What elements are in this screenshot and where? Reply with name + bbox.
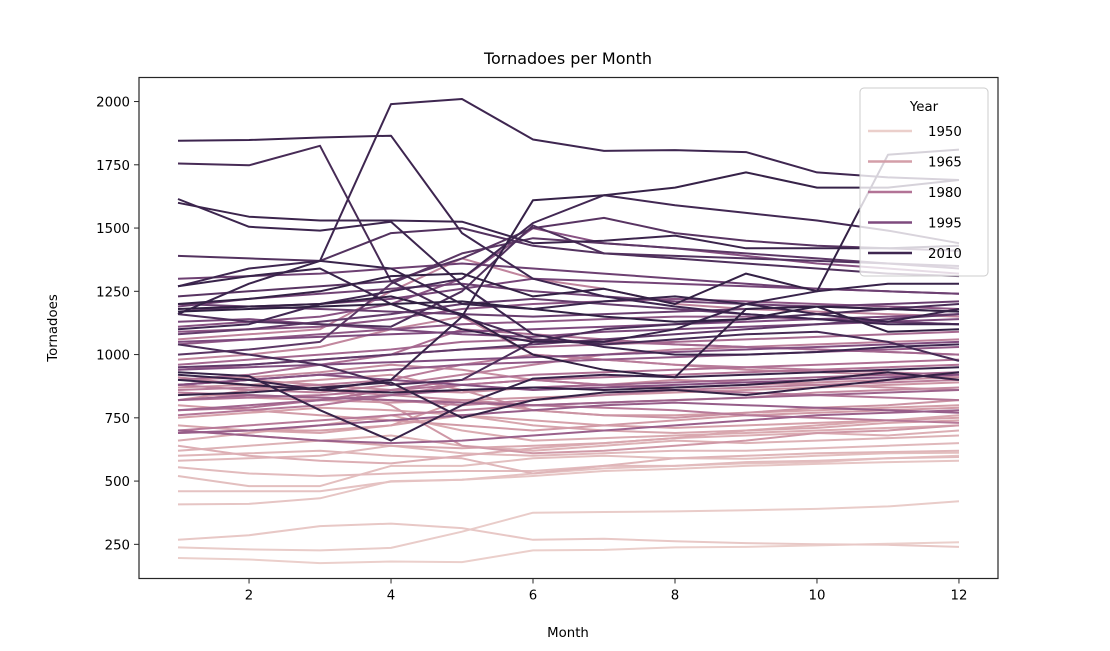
x-axis-label: Month (547, 626, 589, 641)
series-lines (177, 98, 960, 565)
series-line-2014 (177, 259, 960, 323)
series-line-1952 (177, 522, 960, 548)
series-line-1974 (177, 257, 960, 341)
series-line-1975 (177, 338, 960, 394)
series-line-1978 (177, 404, 960, 432)
y-axis-label: Tornadoes (46, 294, 61, 363)
x-axis: 2 4 6 8 10 12 (245, 578, 967, 604)
series-line-2020 (177, 371, 960, 394)
series-line-1986 (177, 389, 960, 407)
legend-label-1965: 1965 (928, 156, 962, 171)
legend-label-1950: 1950 (928, 125, 962, 140)
series-line-1966 (177, 404, 960, 432)
y-tick-label: 1000 (96, 349, 130, 364)
y-tick-label: 750 (105, 412, 130, 427)
series-line-2019 (177, 148, 960, 305)
series-line-1951 (177, 500, 960, 552)
series-line-1985 (177, 371, 960, 412)
series-line-1991 (177, 297, 960, 333)
series-line-1956 (177, 456, 960, 477)
series-line-2007 (177, 303, 960, 386)
series-line-2010 (177, 98, 960, 288)
legend-entries: 1950 1965 1980 1995 2010 (868, 125, 962, 262)
x-tick-label: 2 (245, 589, 253, 604)
series-line-2016 (177, 366, 960, 442)
series-line-2012 (177, 198, 960, 356)
x-tick-label: 4 (387, 589, 395, 604)
chart-title: Tornadoes per Month (483, 49, 652, 68)
y-axis: 250 500 750 1000 1250 1500 1750 2000 (96, 96, 139, 553)
x-tick-label: 10 (809, 589, 826, 604)
series-line-2015 (177, 267, 959, 343)
legend: Year 1950 1965 1980 1995 2010 (859, 87, 989, 277)
legend-label-1995: 1995 (928, 217, 962, 232)
series-line-1964 (177, 406, 960, 429)
x-tick-label: 12 (950, 589, 967, 604)
series-line-2003 (177, 237, 960, 356)
series-line-1955 (177, 451, 960, 488)
y-tick-label: 250 (105, 538, 130, 553)
series-line-1959 (177, 434, 960, 452)
legend-label-2010: 2010 (928, 247, 962, 262)
series-line-1987 (177, 409, 960, 445)
series-line-1980 (177, 363, 960, 402)
series-line-2011 (177, 134, 959, 326)
series-line-1954 (178, 454, 960, 493)
legend-title: Year (909, 100, 939, 115)
y-tick-label: 500 (105, 475, 130, 490)
x-tick-label: 6 (529, 589, 537, 604)
y-tick-label: 1500 (96, 222, 130, 237)
series-line-1957 (177, 442, 960, 462)
series-line-2004 (177, 216, 960, 298)
series-line-1988 (177, 401, 960, 434)
legend-label-1980: 1980 (928, 186, 962, 201)
y-tick-label: 1250 (96, 285, 130, 300)
series-line-1994 (177, 340, 960, 371)
series-line-2005 (177, 227, 960, 267)
series-line-1953 (177, 459, 960, 506)
series-line-1958 (177, 449, 960, 475)
y-tick-label: 1750 (96, 159, 130, 174)
axes-frame (138, 76, 999, 580)
series-line-2022 (177, 300, 960, 323)
x-tick-label: 8 (671, 589, 679, 604)
series-line-2021 (177, 295, 960, 379)
legend-box (859, 87, 989, 277)
series-line-2013 (177, 201, 960, 250)
y-tick-label: 2000 (96, 96, 130, 111)
series-line-1992 (177, 227, 960, 328)
